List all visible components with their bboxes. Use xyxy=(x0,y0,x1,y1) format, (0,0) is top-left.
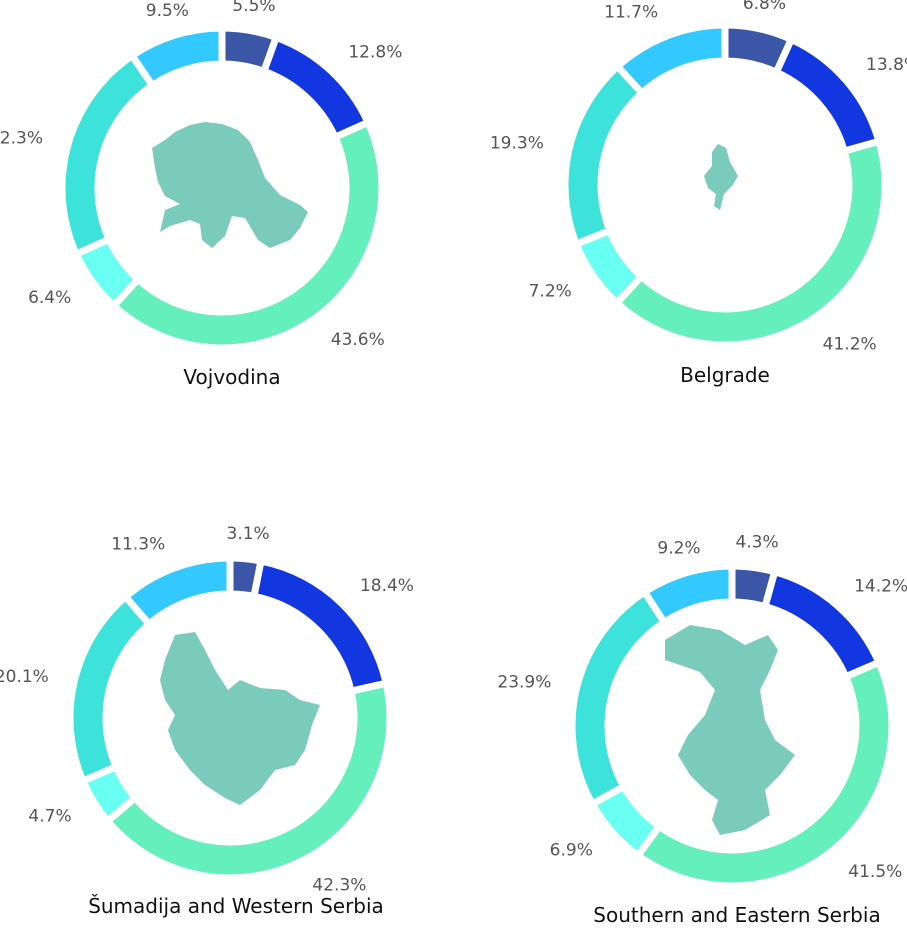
slice-label: 6.4% xyxy=(28,288,71,308)
slice-label: 41.5% xyxy=(848,862,902,882)
map-sumadija xyxy=(160,632,320,805)
slice-label: 42.3% xyxy=(312,876,366,896)
slice-label: 19.3% xyxy=(490,134,544,154)
slice-label: 6.8% xyxy=(743,0,786,14)
slice-label: 18.4% xyxy=(360,576,414,596)
donut-chart-3: 4.3% 14.2% 41.5% 6.9% 23.9% 9.2% xyxy=(497,533,907,890)
slice-label: 22.3% xyxy=(0,129,43,149)
donut-slice[interactable] xyxy=(639,562,736,627)
chart-title-sumadija: Šumadija and Western Serbia xyxy=(88,894,384,918)
donut-chart-2: 3.1% 18.4% 42.3% 4.7% 20.1% 11.3% xyxy=(0,524,414,896)
slice-label: 20.1% xyxy=(0,667,49,687)
chart-title-southern-eastern: Southern and Eastern Serbia xyxy=(593,903,881,927)
slice-label: 12.8% xyxy=(348,43,402,63)
chart-title-vojvodina: Vojvodina xyxy=(183,365,281,389)
slice-label: 7.2% xyxy=(529,282,572,302)
slice-label: 3.1% xyxy=(227,524,270,544)
donut-slice[interactable] xyxy=(771,34,884,156)
slice-label: 11.7% xyxy=(604,2,658,22)
donut-slice[interactable] xyxy=(66,591,155,786)
slice-label: 23.9% xyxy=(497,672,551,692)
donut-chart-1: 6.8% 13.8% 41.2% 7.2% 19.3% 11.7% xyxy=(490,0,907,354)
map-vojvodina xyxy=(152,122,308,248)
slice-label: 41.2% xyxy=(823,334,877,354)
donut-slice[interactable] xyxy=(568,587,670,809)
slice-label: 4.7% xyxy=(28,807,71,827)
slice-label: 6.9% xyxy=(550,840,593,860)
donut-slice[interactable] xyxy=(58,50,158,259)
donut-slice[interactable] xyxy=(102,679,394,882)
donut-slice[interactable] xyxy=(120,554,234,629)
donut-slice[interactable] xyxy=(612,21,729,98)
donut-chart-0: 5.5% 12.8% 43.6% 6.4% 22.3% 9.5% xyxy=(0,0,402,352)
donut-slice[interactable] xyxy=(127,24,226,91)
donut-slice[interactable] xyxy=(561,61,647,249)
donut-slice[interactable] xyxy=(633,657,896,890)
slice-label: 11.3% xyxy=(111,535,165,555)
map-southern-eastern xyxy=(665,625,795,835)
slice-label: 9.5% xyxy=(146,1,189,21)
map-belgrade xyxy=(704,144,738,210)
slice-label: 13.8% xyxy=(866,55,907,75)
slice-label: 14.2% xyxy=(854,577,907,597)
slice-label: 9.2% xyxy=(657,539,700,559)
donut-slice[interactable] xyxy=(611,137,889,349)
slice-label: 5.5% xyxy=(232,0,275,16)
slice-label: 4.3% xyxy=(735,533,778,553)
chart-title-belgrade: Belgrade xyxy=(680,363,770,387)
donut-slice[interactable] xyxy=(108,117,386,352)
slice-label: 43.6% xyxy=(331,330,385,350)
